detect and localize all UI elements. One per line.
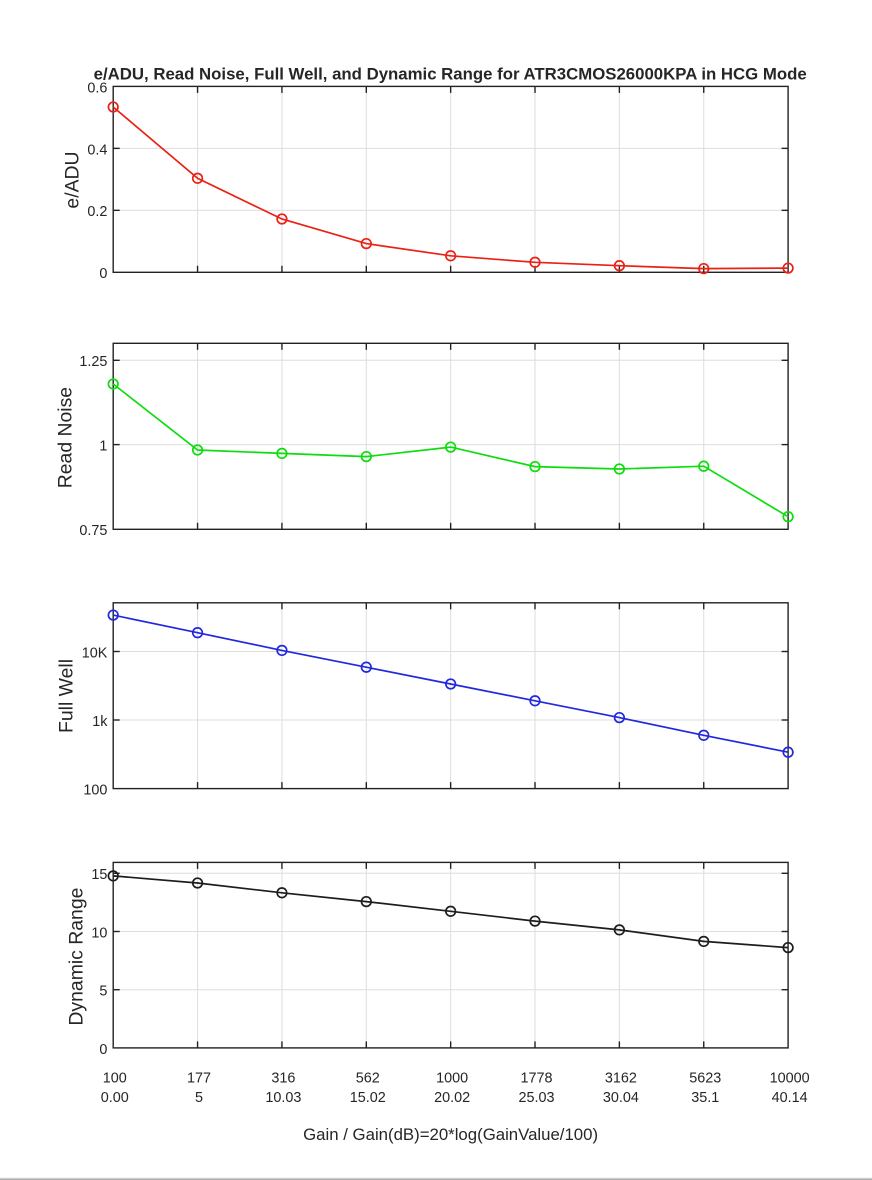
svg-text:1k: 1k: [92, 714, 108, 730]
svg-text:e/ADU: e/ADU: [62, 151, 84, 208]
svg-text:5623: 5623: [689, 1070, 721, 1086]
svg-text:316: 316: [271, 1070, 295, 1086]
svg-text:5: 5: [195, 1090, 203, 1106]
svg-text:Gain / Gain(dB)=20*log(GainVal: Gain / Gain(dB)=20*log(GainValue/100): [303, 1125, 598, 1144]
svg-text:0: 0: [99, 1042, 107, 1058]
svg-text:35.1: 35.1: [691, 1090, 719, 1106]
svg-text:Dynamic Range: Dynamic Range: [66, 888, 88, 1026]
svg-text:1778: 1778: [521, 1070, 553, 1086]
svg-text:100: 100: [83, 783, 107, 799]
svg-text:10.03: 10.03: [265, 1090, 301, 1106]
svg-text:0.2: 0.2: [87, 204, 107, 220]
svg-text:3162: 3162: [605, 1070, 637, 1086]
svg-text:40.14: 40.14: [772, 1090, 808, 1106]
svg-text:Read Noise: Read Noise: [55, 387, 77, 488]
svg-text:1.25: 1.25: [79, 354, 107, 370]
svg-text:0.75: 0.75: [79, 523, 107, 539]
svg-text:30.04: 30.04: [603, 1090, 639, 1106]
svg-text:0.00: 0.00: [101, 1090, 129, 1106]
svg-text:10K: 10K: [82, 645, 108, 661]
svg-text:0: 0: [99, 266, 107, 282]
svg-text:Full Well: Full Well: [55, 659, 77, 733]
svg-text:5: 5: [99, 984, 107, 1000]
svg-text:0.6: 0.6: [87, 80, 107, 96]
svg-text:10000: 10000: [770, 1070, 810, 1086]
svg-text:15: 15: [91, 867, 107, 883]
svg-text:177: 177: [187, 1070, 211, 1086]
svg-text:0.4: 0.4: [87, 142, 107, 158]
svg-text:10: 10: [91, 925, 107, 941]
svg-text:15.02: 15.02: [350, 1090, 386, 1106]
svg-text:1: 1: [99, 439, 107, 455]
svg-text:1000: 1000: [436, 1070, 468, 1086]
svg-text:100: 100: [103, 1070, 127, 1086]
svg-text:562: 562: [356, 1070, 380, 1086]
svg-text:e/ADU, Read Noise, Full Well,: e/ADU, Read Noise, Full Well, and Dynami…: [94, 64, 807, 83]
svg-text:20.02: 20.02: [434, 1090, 470, 1106]
svg-text:25.03: 25.03: [519, 1090, 555, 1106]
